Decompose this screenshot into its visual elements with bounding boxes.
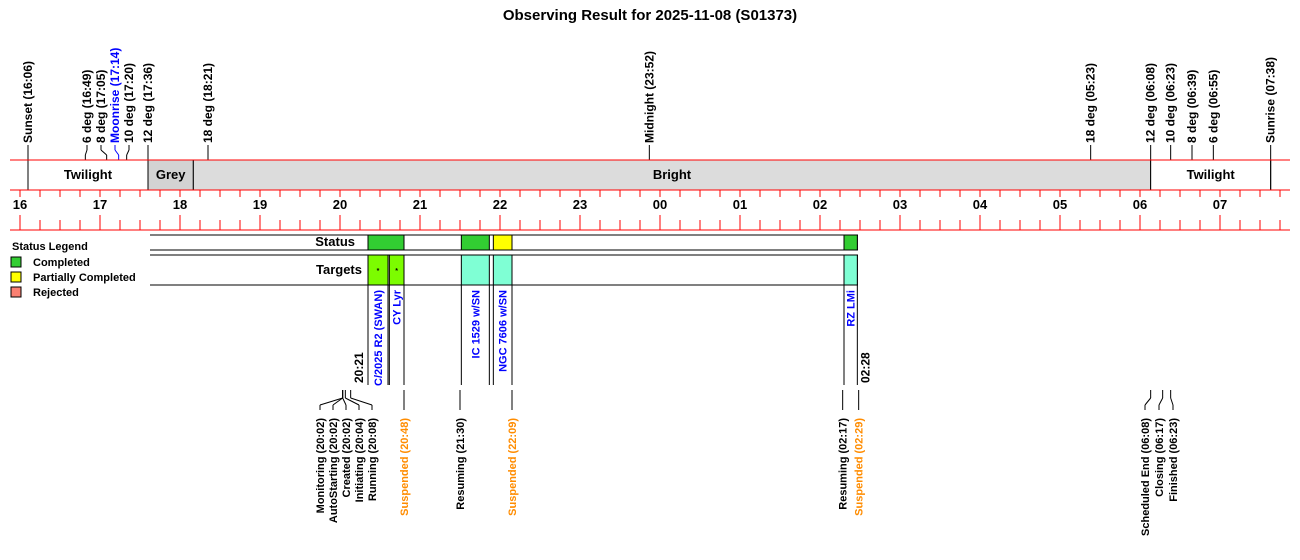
status-event-label: Monitoring (20:02): [315, 418, 327, 514]
hour-label: 22: [493, 197, 507, 212]
status-segment-completed: [843, 234, 858, 251]
sky-event-label: 6 deg (16:49): [80, 70, 94, 143]
status-event-label: Scheduled End (06:08): [1140, 418, 1152, 536]
status-row-label: Status: [315, 234, 355, 249]
status-event-connector: [345, 397, 360, 406]
sky-event-label: Midnight (23:52): [642, 51, 656, 143]
hour-label: 23: [573, 197, 587, 212]
sky-event-connector: [114, 149, 120, 156]
target-block: [388, 254, 405, 286]
status-event-connector: [342, 397, 347, 406]
status-segment-completed: [367, 234, 405, 251]
legend-swatch: [10, 256, 22, 268]
status-event-label: Closing (06:17): [1154, 418, 1166, 497]
target-name: NGC 7606 w/SN: [498, 290, 510, 372]
status-event-connector: [332, 397, 343, 406]
status-legend: Status Legend Completed Partially Complet…: [10, 241, 136, 299]
sky-bands: Twilight Grey Bright Twilight: [27, 159, 1272, 191]
targets-row-label: Targets: [316, 262, 362, 277]
band-twilight: [27, 159, 149, 191]
status-event-connector: [1144, 397, 1152, 406]
sky-event-connector: [100, 149, 107, 156]
hour-label: 06: [1133, 197, 1147, 212]
target-name: RZ LMi: [846, 290, 858, 327]
target-mark: *: [377, 268, 380, 275]
status-event-connector: [1158, 397, 1164, 406]
status-segment-partially-completed: [492, 234, 513, 251]
hour-label: 07: [1213, 197, 1227, 212]
band-label: Twilight: [1187, 167, 1236, 182]
hour-label: 00: [653, 197, 667, 212]
hour-label: 05: [1053, 197, 1067, 212]
sky-event-label: 18 deg (05:23): [1084, 63, 1098, 143]
legend-swatch: [10, 271, 22, 283]
band-grey: [147, 159, 194, 191]
chart-title: Observing Result for 2025-11-08 (S01373): [503, 7, 797, 24]
hour-label: 17: [93, 197, 107, 212]
sky-event-label: 8 deg (06:39): [1185, 70, 1199, 143]
legend-swatch: [10, 286, 22, 298]
status-event-label: Suspended (20:48): [399, 418, 411, 516]
status-event-connector: [319, 397, 343, 406]
status-event-label: AutoStarting (20:02): [328, 418, 340, 523]
status-event-label: Initiating (20:04): [354, 418, 366, 503]
hour-label: 02: [813, 197, 827, 212]
target-name: IC 1529 w/SN: [470, 290, 482, 359]
hour-label: 21: [413, 197, 427, 212]
range-start-label: 20:21: [352, 352, 366, 383]
target-block: [843, 254, 858, 286]
sky-event-label: Sunset (16:06): [21, 61, 35, 143]
band-label: Grey: [156, 167, 186, 182]
sky-event-connector: [84, 149, 88, 156]
legend-item-label: Rejected: [33, 287, 79, 299]
range-end-label: 02:28: [858, 352, 872, 383]
sky-event-label: 6 deg (06:55): [1206, 70, 1220, 143]
target-name: C/2025 R2 (SWAN): [373, 290, 385, 386]
sky-event-connector: [126, 149, 130, 156]
target-block: [367, 254, 389, 286]
status-event-connector: [350, 397, 373, 406]
hour-label: 18: [173, 197, 187, 212]
hour-label: 01: [733, 197, 747, 212]
hour-label: 04: [973, 197, 988, 212]
sky-event-label: 10 deg (17:20): [122, 63, 136, 143]
target-mark: *: [395, 268, 398, 275]
target-name: CY Lyr: [392, 289, 404, 325]
status-event-label: Running (20:08): [367, 418, 379, 501]
status-event-label: Resuming (21:30): [455, 418, 467, 510]
sky-event-label: 18 deg (18:21): [201, 63, 215, 143]
hour-label: 19: [253, 197, 267, 212]
status-segment-completed: [460, 234, 490, 251]
band-label: Bright: [653, 167, 692, 182]
target-block: [460, 254, 490, 286]
status-event-label: Suspended (22:09): [507, 418, 519, 516]
status-event-label: Resuming (02:17): [838, 418, 850, 510]
hour-label: 03: [893, 197, 907, 212]
legend-item-label: Partially Completed: [33, 272, 136, 284]
target-block: [492, 254, 513, 286]
status-event-label: Finished (06:23): [1168, 418, 1180, 502]
sky-event-label: Sunrise (07:38): [1264, 57, 1278, 143]
sky-event-label: 12 deg (06:08): [1144, 63, 1158, 143]
sky-event-label: Moonrise (17:14): [108, 48, 122, 143]
sky-event-label: 12 deg (17:36): [141, 63, 155, 143]
time-axis: 16 17 18 19 20 21 22 23 00 01 02 03 04 05 06 07: [10, 159, 1290, 231]
status-event-connector: [1170, 397, 1174, 406]
result-rows: Status Targets * C/2025 R2 (SWAN) * CY Lyr I…: [150, 234, 872, 386]
sky-events: Sunset (16:06) 6 deg (16:49) 8 deg (17:05)…: [21, 48, 1278, 190]
sky-event-label: 8 deg (17:05): [94, 70, 108, 143]
targets-bar: [367, 254, 858, 286]
status-event-label: Suspended (02:29): [854, 418, 866, 516]
band-label: Twilight: [64, 167, 113, 182]
hour-label: 20: [333, 197, 347, 212]
status-events: Monitoring (20:02) AutoStarting (20:02) Cr…: [315, 390, 1180, 536]
hour-label: 16: [13, 197, 27, 212]
status-bar: [367, 234, 858, 251]
sky-event-label: 10 deg (06:23): [1164, 63, 1178, 143]
legend-title: Status Legend: [12, 241, 88, 253]
status-event-label: Created (20:02): [341, 418, 353, 498]
legend-item-label: Completed: [33, 257, 90, 269]
